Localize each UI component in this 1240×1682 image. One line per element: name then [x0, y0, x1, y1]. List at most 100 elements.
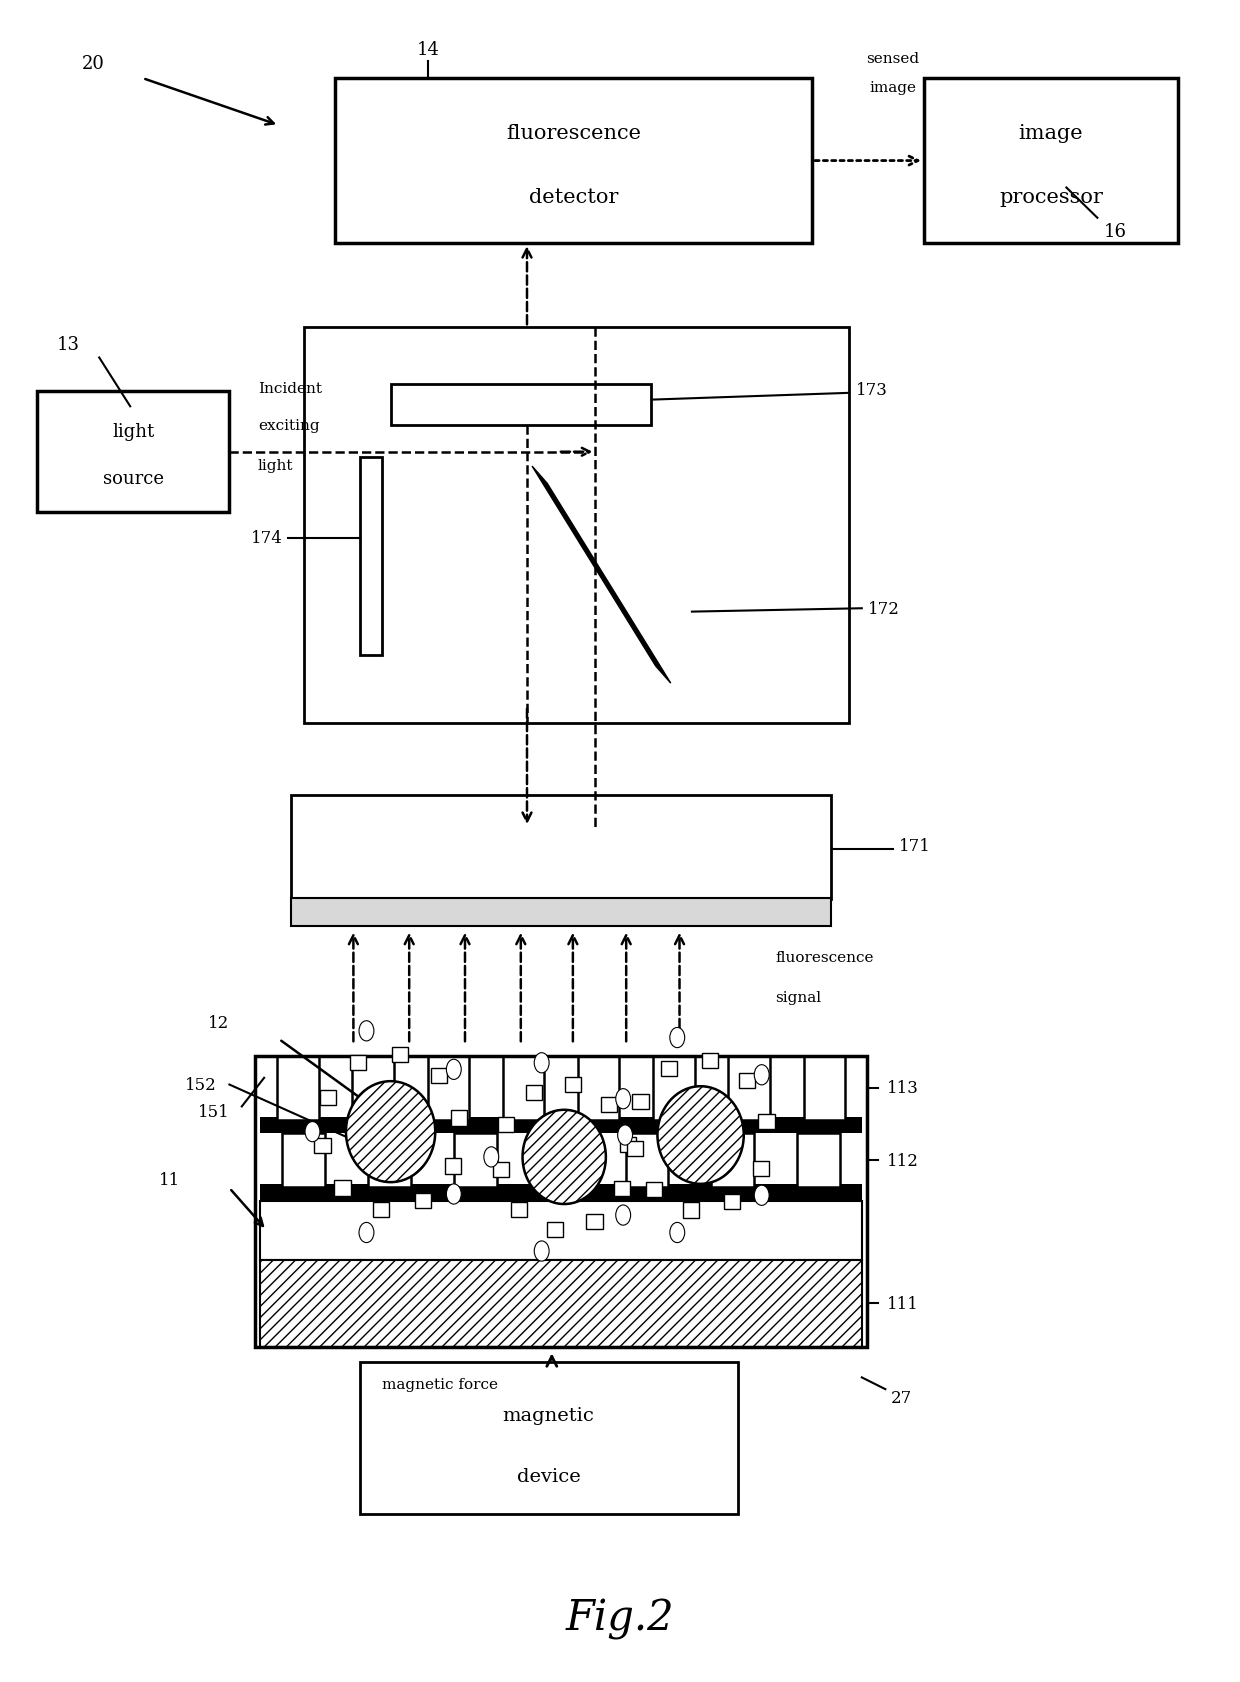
- Bar: [428, 1056, 469, 1120]
- Text: 113: 113: [887, 1080, 919, 1097]
- Text: magnetic force: magnetic force: [382, 1378, 498, 1391]
- Text: detector: detector: [528, 188, 619, 207]
- Circle shape: [534, 1053, 549, 1073]
- Text: image: image: [1018, 124, 1084, 143]
- Bar: [360, 1362, 738, 1514]
- Bar: [260, 1184, 862, 1201]
- Bar: [291, 898, 831, 927]
- Bar: [260, 1117, 862, 1134]
- Bar: [739, 1073, 755, 1088]
- Text: source: source: [103, 469, 164, 488]
- Bar: [368, 1134, 410, 1187]
- Circle shape: [446, 1184, 461, 1204]
- Text: fluorescence: fluorescence: [506, 124, 641, 143]
- Text: light: light: [112, 422, 155, 441]
- Bar: [683, 1203, 699, 1218]
- Bar: [352, 1056, 394, 1120]
- Bar: [320, 1090, 336, 1105]
- Bar: [391, 385, 651, 426]
- Text: image: image: [869, 81, 916, 94]
- Text: 152: 152: [185, 1076, 217, 1093]
- Bar: [661, 1061, 677, 1076]
- Bar: [620, 1137, 636, 1152]
- Text: 172: 172: [868, 600, 900, 617]
- Bar: [712, 1134, 754, 1187]
- Bar: [255, 1056, 867, 1347]
- Text: 173: 173: [856, 382, 888, 399]
- Ellipse shape: [657, 1087, 744, 1184]
- Bar: [626, 1140, 642, 1156]
- Bar: [315, 1139, 331, 1154]
- Circle shape: [616, 1206, 631, 1226]
- Text: light: light: [258, 459, 294, 473]
- Circle shape: [360, 1223, 374, 1243]
- Circle shape: [484, 1147, 498, 1167]
- Text: device: device: [517, 1467, 580, 1485]
- Bar: [924, 79, 1178, 244]
- Circle shape: [670, 1028, 684, 1048]
- Ellipse shape: [522, 1110, 606, 1204]
- Bar: [454, 1134, 497, 1187]
- Bar: [653, 1056, 694, 1120]
- Text: 12: 12: [208, 1014, 229, 1031]
- Text: 14: 14: [417, 42, 439, 59]
- Text: 13: 13: [57, 336, 79, 353]
- Bar: [278, 1056, 319, 1120]
- Bar: [702, 1053, 718, 1068]
- Circle shape: [754, 1065, 769, 1085]
- Circle shape: [618, 1125, 632, 1145]
- Bar: [503, 1056, 544, 1120]
- Text: 171: 171: [899, 838, 931, 854]
- Text: exciting: exciting: [258, 419, 320, 432]
- Bar: [360, 458, 382, 656]
- Bar: [511, 1203, 527, 1218]
- Text: 16: 16: [1104, 224, 1127, 241]
- Text: signal: signal: [775, 991, 821, 1004]
- Bar: [335, 1181, 351, 1196]
- Bar: [614, 1182, 630, 1198]
- Text: fluorescence: fluorescence: [775, 950, 873, 964]
- Bar: [547, 1221, 563, 1236]
- Bar: [646, 1182, 662, 1198]
- Text: magnetic: magnetic: [502, 1406, 595, 1425]
- Bar: [587, 1214, 603, 1230]
- Text: 11: 11: [159, 1171, 180, 1189]
- Circle shape: [670, 1223, 684, 1243]
- Circle shape: [446, 1060, 461, 1080]
- Bar: [526, 1085, 542, 1100]
- Bar: [578, 1056, 619, 1120]
- Bar: [724, 1194, 740, 1209]
- Bar: [498, 1117, 515, 1132]
- Text: 151: 151: [197, 1103, 229, 1120]
- Text: Fig.2: Fig.2: [565, 1598, 675, 1638]
- Bar: [539, 1134, 583, 1187]
- Ellipse shape: [346, 1082, 435, 1182]
- Text: 112: 112: [887, 1152, 919, 1169]
- Polygon shape: [532, 466, 671, 685]
- Bar: [335, 79, 812, 244]
- Circle shape: [360, 1021, 374, 1041]
- Bar: [373, 1203, 389, 1218]
- Bar: [281, 1134, 325, 1187]
- Bar: [797, 1134, 841, 1187]
- Bar: [565, 1078, 582, 1093]
- Text: processor: processor: [999, 188, 1102, 207]
- Bar: [601, 1097, 618, 1112]
- Circle shape: [754, 1186, 769, 1206]
- Bar: [392, 1046, 408, 1061]
- Bar: [350, 1055, 366, 1070]
- Bar: [728, 1056, 770, 1120]
- Text: 27: 27: [890, 1389, 911, 1406]
- Bar: [625, 1134, 668, 1187]
- Bar: [753, 1161, 769, 1176]
- Bar: [260, 1201, 862, 1260]
- Bar: [450, 1110, 466, 1125]
- Bar: [430, 1068, 446, 1083]
- Text: sensed: sensed: [867, 52, 919, 66]
- Bar: [260, 1260, 862, 1347]
- Bar: [415, 1194, 432, 1209]
- Circle shape: [616, 1088, 631, 1108]
- Circle shape: [534, 1241, 549, 1262]
- Bar: [632, 1095, 649, 1110]
- Bar: [445, 1159, 461, 1174]
